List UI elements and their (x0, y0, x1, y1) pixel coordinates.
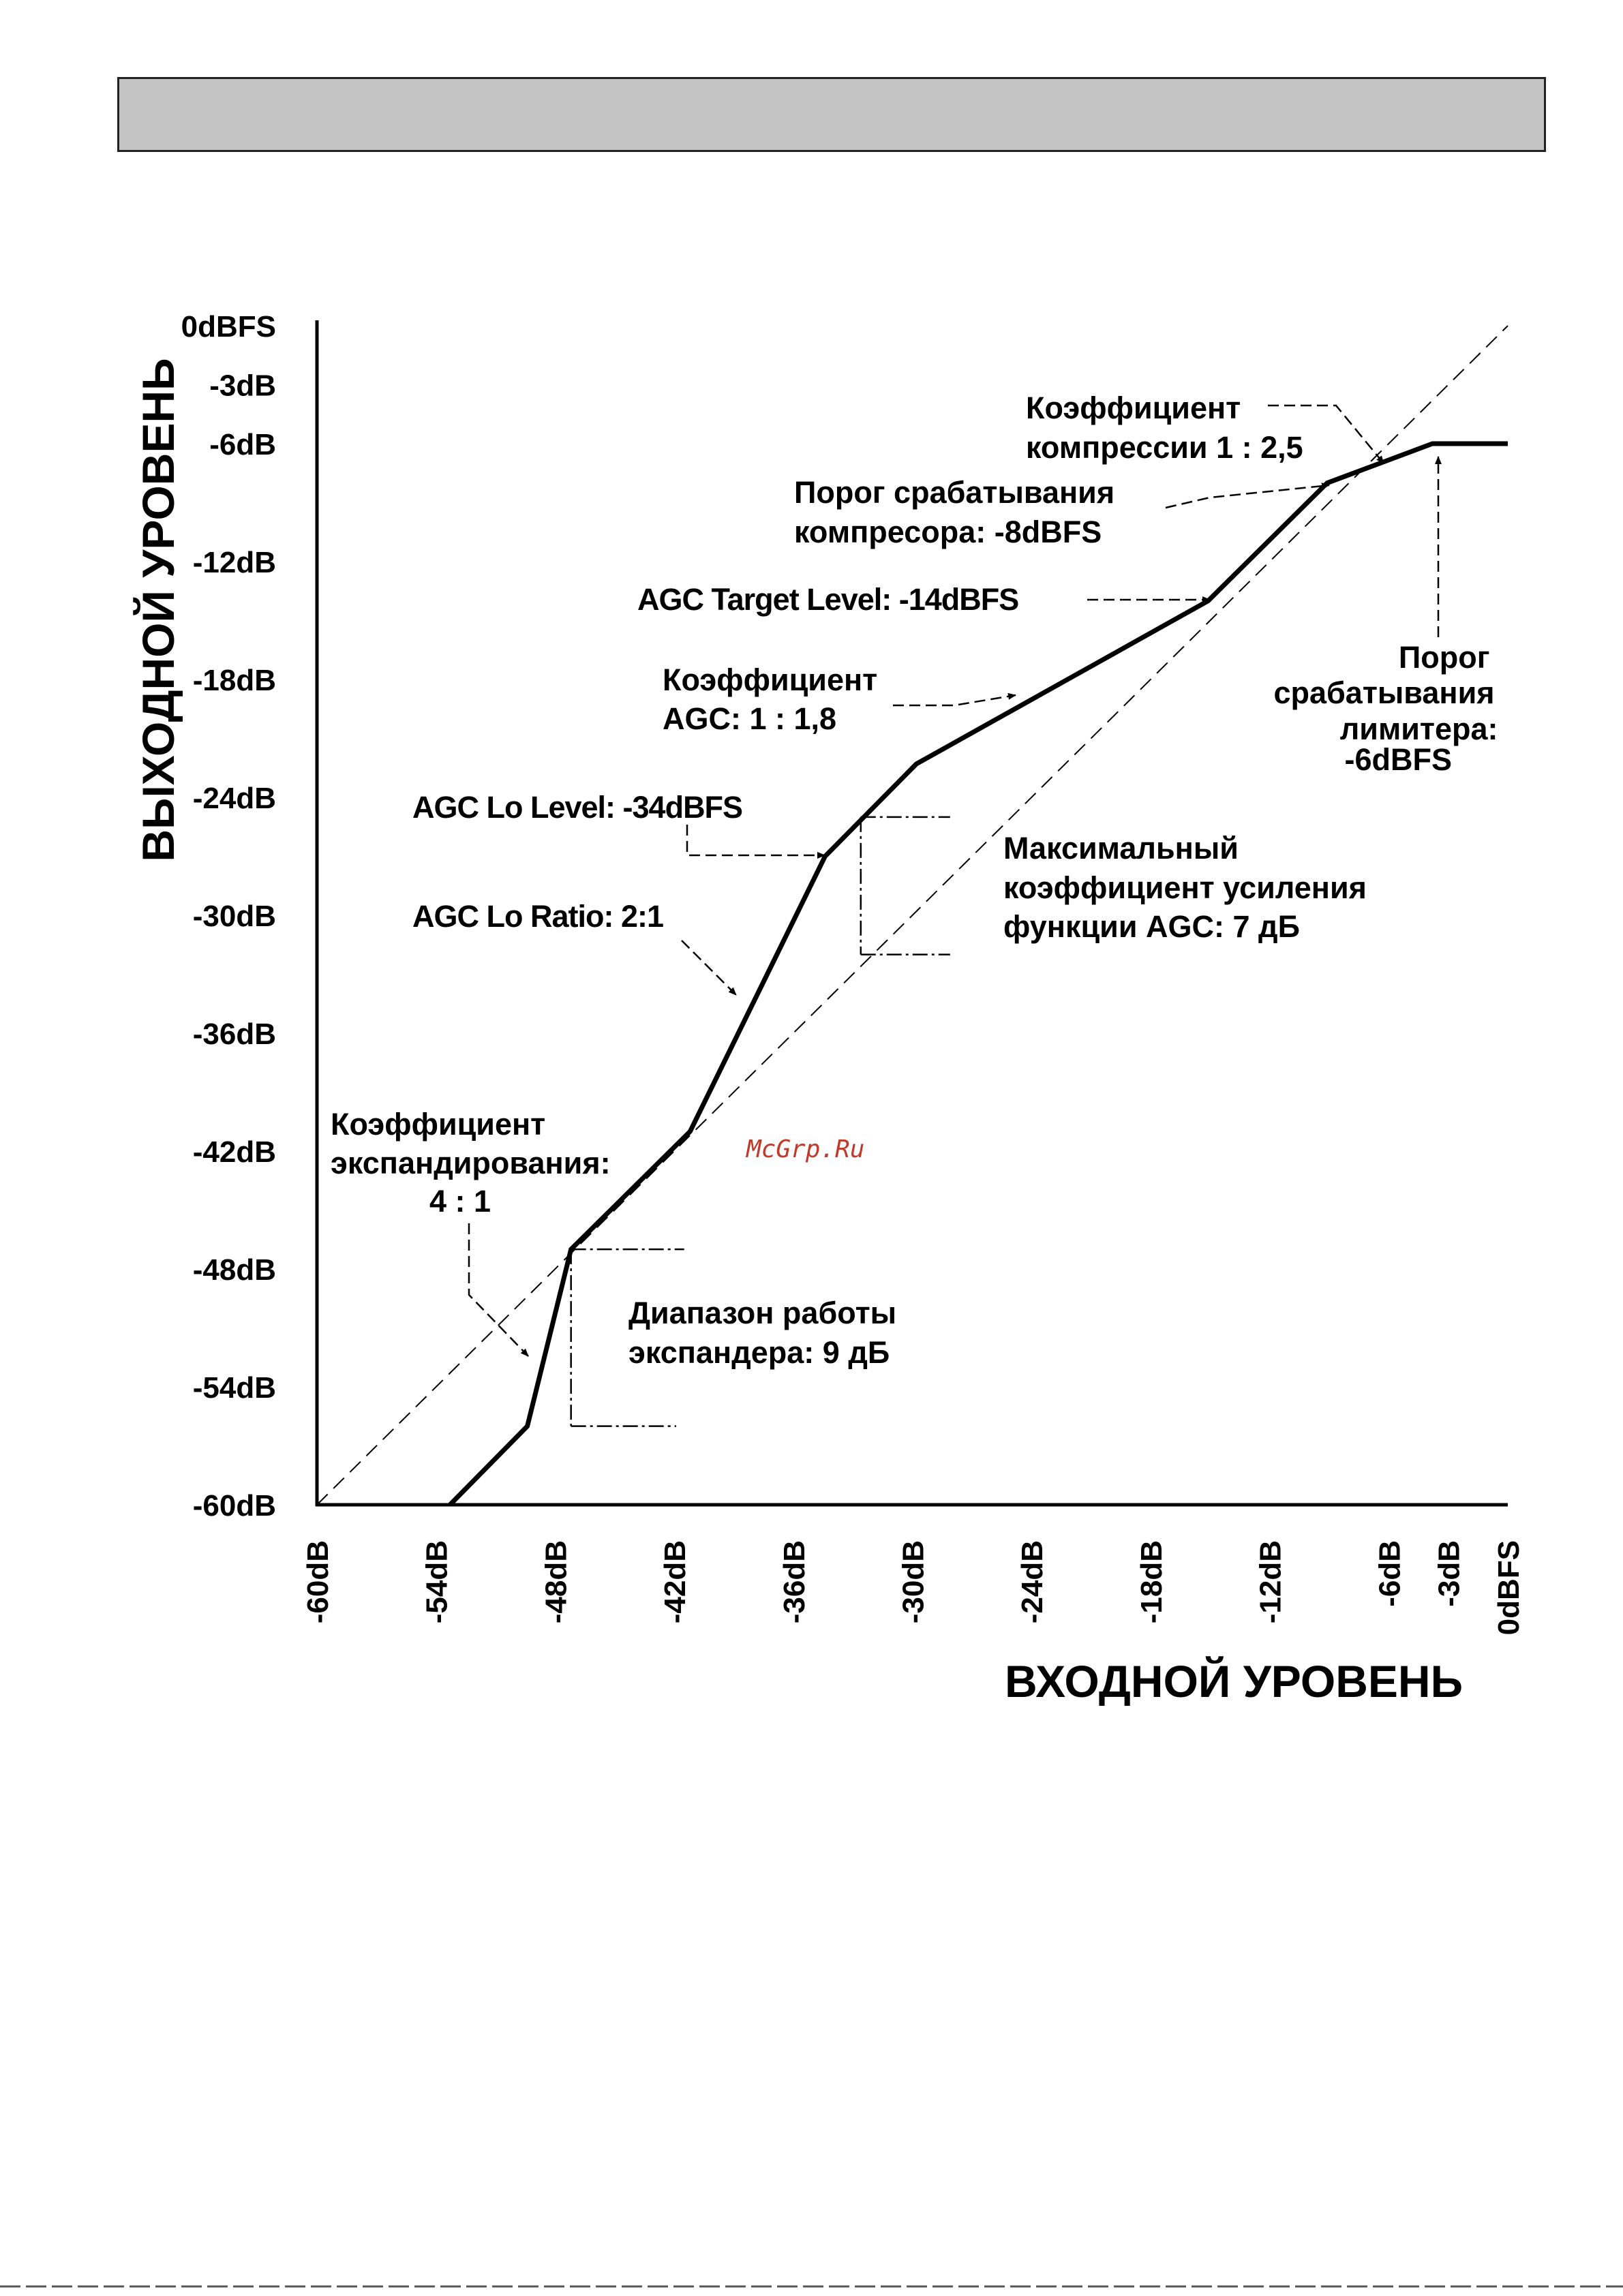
x-tick-label-10: -3dB (1433, 1540, 1466, 1607)
y-tick-label-10: -54dB (193, 1371, 276, 1405)
arrow-agc-lo-level (686, 825, 825, 859)
x-tick-label-1: -54dB (421, 1540, 454, 1623)
x-tick-label-8: -12dB (1254, 1540, 1288, 1623)
arrow-compressor-threshold (1165, 483, 1330, 509)
annotation-max-agc-gain: Максимальный коэффициент усиления функци… (1003, 831, 1375, 944)
annotation-agc-ratio: Коэффициент AGC: 1 : 1,8 (663, 662, 886, 736)
annotation-compressor-threshold: Порог срабатывания компресора: -8dBFS (794, 475, 1123, 549)
x-tick-label-5: -30dB (897, 1540, 930, 1623)
y-tick-label-0: 0dBFS (181, 310, 276, 343)
x-tick-label-11: 0dBFS (1492, 1540, 1526, 1635)
annotation-expansion-ratio: Коэффициент экспандирования: 4 : 1 (331, 1107, 619, 1219)
x-tick-label-4: -36dB (778, 1540, 811, 1623)
annotation-arrows (468, 404, 1442, 1357)
arrow-agc-lo-ratio (681, 940, 737, 996)
annotation-limiter-threshold: Порог срабатывания лимитера: -6dBFS (1273, 640, 1506, 777)
watermark: McGrp.Ru (745, 1135, 864, 1163)
x-tick-label-7: -18dB (1135, 1540, 1168, 1623)
y-axis-title: ВЫХОДНОЙ УРОВЕНЬ (132, 358, 183, 861)
arrow-compression-ratio (1268, 404, 1384, 464)
y-tick-label-3: -12dB (193, 546, 276, 579)
y-tick-label-9: -48dB (193, 1253, 276, 1287)
annotation-expander-range: Диапазон работы экспандера: 9 дБ (628, 1296, 905, 1370)
x-tick-label-6: -24dB (1016, 1540, 1049, 1623)
y-tick-label-4: -18dB (193, 664, 276, 697)
annotations: Коэффициент компрессии 1 : 2,5 Порог сра… (331, 391, 1506, 1370)
x-tick-labels: -60dB -54dB -48dB -42dB -36dB -30dB -24dB -18dB… (301, 1540, 1526, 1635)
arrow-expansion-ratio (468, 1223, 529, 1357)
y-tick-label-1: -3dB (209, 369, 276, 403)
arrow-agc-ratio (893, 692, 1016, 707)
y-tick-label-7: -36dB (193, 1017, 276, 1051)
unity-gain-line (316, 325, 1508, 1505)
y-tick-labels: 0dBFS -3dB -6dB -12dB -18dB -24dB -30dB -36dB -4… (181, 310, 276, 1522)
guide-lines (570, 816, 950, 1427)
annotation-compression-ratio: Коэффициент компрессии 1 : 2,5 (1026, 391, 1303, 465)
y-tick-label-2: -6dB (209, 428, 276, 461)
annotation-agc-lo-level: AGC Lo Level: -34dBFS (412, 790, 742, 825)
x-axis-title: ВХОДНОЙ УРОВЕНЬ (1005, 1655, 1463, 1706)
annotation-agc-lo-ratio: AGC Lo Ratio: 2:1 (412, 899, 663, 934)
y-tick-label-11: -60dB (193, 1489, 276, 1522)
x-tick-label-2: -48dB (539, 1540, 573, 1623)
header-bar (117, 77, 1546, 152)
x-tick-label-9: -6dB (1373, 1540, 1406, 1607)
y-tick-label-5: -24dB (193, 782, 276, 815)
x-tick-label-0: -60dB (301, 1540, 335, 1623)
annotation-agc-target: AGC Target Level: -14dBFS (637, 582, 1018, 617)
y-tick-label-6: -30dB (193, 900, 276, 933)
y-tick-label-8: -42dB (193, 1135, 276, 1169)
x-tick-label-3: -42dB (658, 1540, 692, 1623)
